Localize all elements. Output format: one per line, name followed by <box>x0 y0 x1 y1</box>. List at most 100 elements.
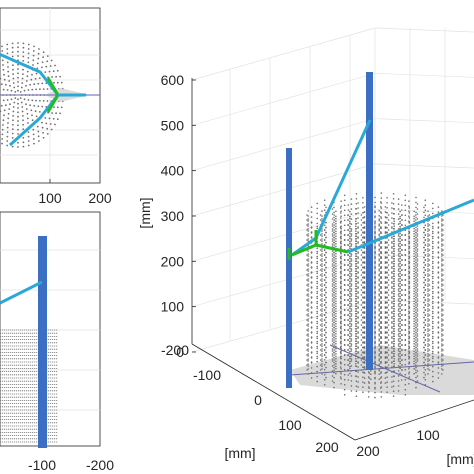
3d-reach-point <box>362 202 364 204</box>
top-view-reach-point <box>37 130 40 133</box>
3d-reach-point <box>384 317 387 319</box>
top-view-reach-point <box>7 66 9 68</box>
3d-reach-point <box>399 320 401 323</box>
top-view-reach-point <box>25 80 28 82</box>
3d-reach-point <box>349 317 351 320</box>
3d-reach-point <box>413 345 415 348</box>
3d-reach-point <box>306 329 308 331</box>
3d-reach-point <box>350 213 353 215</box>
3d-reach-point <box>333 299 336 301</box>
3d-reach-point <box>347 239 350 241</box>
3d-reach-point <box>384 226 387 228</box>
3d-reach-point <box>340 258 342 260</box>
3d-reach-point <box>423 346 425 349</box>
3d-reach-point <box>343 284 346 287</box>
top-view-reach-point <box>17 120 19 122</box>
3d-reach-point <box>397 273 400 275</box>
3d-reach-point <box>333 321 335 324</box>
top-view-reach-point <box>17 63 19 66</box>
3d-reach-point <box>343 388 346 391</box>
3d-reach-point <box>386 361 388 364</box>
3d-reach-point <box>427 373 429 375</box>
3d-reach-point <box>416 305 419 307</box>
3d-reach-point <box>307 280 310 282</box>
3d-reach-point <box>355 243 358 245</box>
3d-reach-point <box>363 222 366 224</box>
3d-reach-point <box>428 269 431 271</box>
3d-reach-point <box>323 379 326 381</box>
3d-reach-point <box>442 334 444 336</box>
3d-reach-point <box>380 396 383 398</box>
3d-reach-point <box>316 340 319 343</box>
3d-reach-point <box>415 326 417 329</box>
top-view-reach-point <box>6 48 9 50</box>
3d-reach-point <box>306 269 308 271</box>
3d-reach-point <box>316 310 319 313</box>
top-view-reach-point <box>6 144 9 147</box>
3d-reach-point <box>321 338 323 340</box>
3d-reach-point <box>307 373 310 375</box>
3d-reach-point <box>347 254 350 256</box>
3d-reach-point <box>441 300 443 302</box>
3d-reach-point <box>363 322 366 324</box>
3d-reach-point <box>380 227 383 229</box>
3d-reach-point <box>306 334 308 336</box>
3d-reach-point <box>442 274 444 276</box>
3d-reach-point <box>355 328 358 330</box>
3d-reach-point <box>408 350 410 353</box>
3d-reach-point <box>423 246 425 249</box>
3d-reach-point <box>386 257 388 259</box>
3d-reach-point <box>384 312 387 314</box>
3d-reach-point <box>378 250 381 252</box>
3d-reach-point <box>374 255 376 257</box>
3d-reach-point <box>437 271 440 273</box>
3d-reach-point <box>416 358 419 360</box>
3d-reach-point <box>399 267 401 270</box>
3d-reach-point <box>335 310 337 313</box>
top-view-reach-point <box>7 112 10 115</box>
3d-reach-point <box>423 376 425 379</box>
3d-reach-point <box>392 248 395 250</box>
3d-reach-point <box>397 305 400 307</box>
3d-reach-point <box>331 285 334 287</box>
3d-reach-point <box>378 358 381 361</box>
3d-reach-point <box>428 339 431 341</box>
3d-reach-point <box>441 363 443 365</box>
3d-reach-point <box>400 259 403 261</box>
3d-reach-point <box>331 273 334 275</box>
3d-reach-point <box>306 284 308 286</box>
3d-reach-point <box>384 296 387 298</box>
3d-reach-point <box>360 259 363 261</box>
top-view-reach-point <box>3 78 6 81</box>
3d-reach-point <box>316 292 319 295</box>
3d-reach-point <box>350 223 353 225</box>
3d-reach-point <box>413 267 415 270</box>
3d-reach-point <box>307 345 310 347</box>
3d-reach-point <box>374 326 376 329</box>
3d-reach-point <box>399 272 401 275</box>
3d-reach-point <box>408 255 410 257</box>
3d-reach-point <box>349 297 351 300</box>
top-view-reach-point <box>36 125 39 128</box>
3d-reach-point <box>415 301 417 304</box>
3d-reach-point <box>442 244 444 246</box>
3d-reach-point <box>408 310 410 313</box>
3d-reach-point <box>333 261 335 264</box>
3d-reach-point <box>380 261 383 263</box>
3d-reach-point <box>349 340 351 343</box>
3d-reach-point <box>404 219 407 222</box>
3d-reach-point <box>333 314 336 316</box>
3d-z-axis-label: [mm] <box>137 197 153 228</box>
3d-reach-point <box>415 216 417 219</box>
3d-reach-point <box>392 228 395 230</box>
3d-reach-point <box>442 264 444 266</box>
3d-reach-point <box>384 241 387 243</box>
3d-reach-point <box>355 295 358 298</box>
3d-reach-point <box>307 215 310 217</box>
3d-reach-point <box>325 376 327 379</box>
3d-reach-point <box>384 277 387 279</box>
3d-reach-point <box>437 367 440 369</box>
3d-reach-point <box>416 340 419 342</box>
3d-reach-point <box>380 252 383 254</box>
3d-reach-point <box>380 281 383 283</box>
